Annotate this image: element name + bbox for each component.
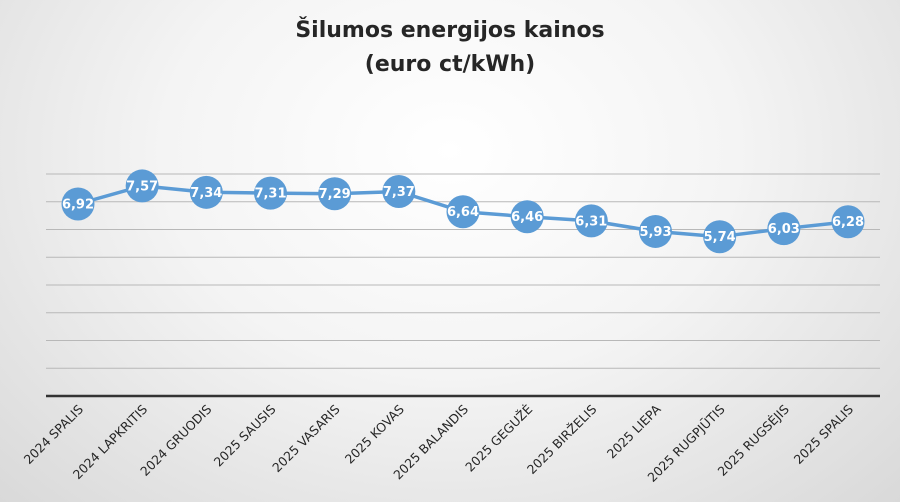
data-label: 6,31 bbox=[575, 214, 607, 229]
x-tick-label: 2025 VASARIS bbox=[269, 401, 343, 475]
x-tick-label: 2025 GEGUŽĖ bbox=[462, 401, 535, 474]
x-tick-label: 2025 KOVAS bbox=[342, 401, 407, 466]
data-point bbox=[318, 177, 352, 211]
data-point bbox=[767, 212, 801, 246]
data-label: 6,03 bbox=[768, 222, 800, 237]
data-point bbox=[510, 200, 544, 234]
chart-subtitle: (euro ct/kWh) bbox=[364, 52, 536, 77]
data-point bbox=[703, 220, 737, 254]
x-tick-label: 2024 SPALIS bbox=[21, 401, 87, 467]
data-label: 6,28 bbox=[832, 215, 864, 230]
data-label: 7,29 bbox=[319, 187, 351, 202]
data-label: 5,74 bbox=[704, 230, 736, 245]
data-point bbox=[382, 174, 416, 208]
chart-title-text: Šilumos energijos kainos bbox=[295, 18, 605, 43]
x-tick-label: 2025 BIRŽELIS bbox=[524, 401, 600, 477]
x-tick-label: 2025 SPALIS bbox=[791, 401, 857, 467]
x-tick-label: 2025 SAUSIS bbox=[211, 401, 279, 469]
data-point bbox=[189, 175, 223, 209]
x-tick-label: 2025 LIEPA bbox=[604, 401, 664, 461]
data-label: 6,64 bbox=[447, 205, 479, 220]
data-label: 7,34 bbox=[190, 186, 222, 201]
data-point bbox=[639, 214, 672, 248]
data-label: 7,31 bbox=[254, 187, 286, 202]
data-label: 6,92 bbox=[62, 197, 94, 212]
data-point bbox=[254, 176, 287, 210]
data-label: 7,57 bbox=[126, 179, 158, 194]
data-point bbox=[61, 187, 95, 221]
data-label: 6,46 bbox=[511, 210, 543, 225]
data-point bbox=[446, 195, 480, 229]
data-point bbox=[574, 204, 608, 238]
chart-title: Šilumos energijos kainos (euro ct/kWh) bbox=[0, 14, 900, 82]
data-point bbox=[831, 205, 865, 239]
data-label: 5,93 bbox=[639, 225, 671, 240]
data-point bbox=[125, 169, 159, 203]
data-label: 7,37 bbox=[383, 185, 415, 200]
